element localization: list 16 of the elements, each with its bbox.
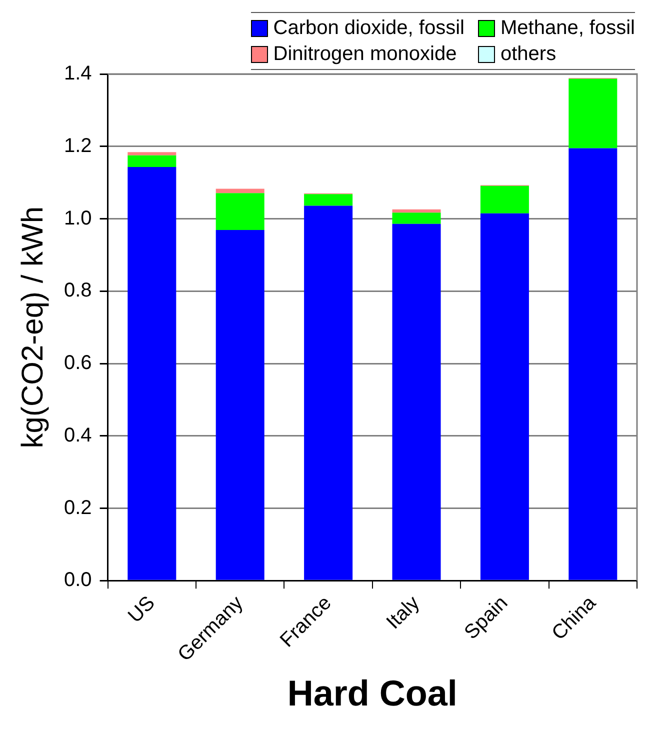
y-tick-label: 1.2 xyxy=(64,134,92,157)
legend-label: Dinitrogen monoxide xyxy=(273,42,457,66)
y-tick-label: 0.4 xyxy=(64,424,92,446)
legend-label: Methane, fossil xyxy=(500,16,635,40)
x-axis-title: Hard Coal xyxy=(287,672,458,714)
y-tick-label: 0.2 xyxy=(64,496,92,519)
y-tick-label: 1.0 xyxy=(64,207,92,230)
y-axis-title: kg(CO2-eq) / kWh xyxy=(16,206,50,448)
y-tick-label: 1.4 xyxy=(64,62,92,85)
y-tick-label: 0.0 xyxy=(64,569,92,592)
y-tick-label: 0.8 xyxy=(64,280,92,302)
x-tick-label: US xyxy=(124,592,160,628)
y-tick-label: 0.6 xyxy=(64,352,92,374)
legend-label: others xyxy=(500,42,556,66)
legend-label: Carbon dioxide, fossil xyxy=(273,16,464,40)
x-tick-label: Italy xyxy=(382,592,424,634)
